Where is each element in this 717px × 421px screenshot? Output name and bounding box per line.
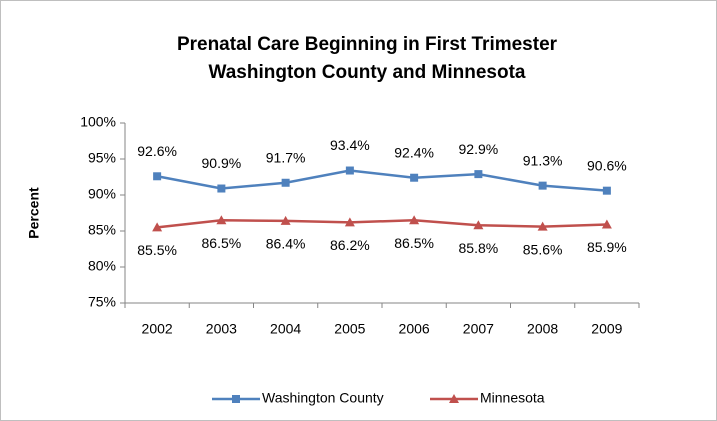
y-tick-label: 95%	[88, 150, 116, 166]
data-label: 92.9%	[459, 141, 499, 157]
data-label: 86.5%	[394, 235, 434, 251]
point	[473, 220, 484, 230]
y-tick-label: 80%	[88, 258, 116, 274]
y-tick-label: 90%	[88, 186, 116, 202]
data-label: 90.6%	[587, 157, 627, 173]
data-label: 86.5%	[202, 235, 242, 251]
legend-marker	[232, 395, 240, 403]
point	[152, 222, 163, 232]
chart-subtitle: Washington County and Minnesota	[209, 62, 526, 83]
point	[409, 215, 420, 225]
data-label: 85.6%	[523, 241, 563, 257]
point	[216, 215, 227, 225]
data-label: 93.4%	[330, 137, 370, 153]
point	[280, 215, 291, 225]
point	[602, 186, 611, 195]
y-tick-label: 100%	[80, 114, 116, 130]
data-label: 86.2%	[330, 237, 370, 253]
y-axis-label: Percent	[26, 187, 42, 239]
x-tick-label: 2002	[142, 321, 173, 337]
point	[217, 184, 226, 193]
y-tick-label: 85%	[88, 222, 116, 238]
point	[537, 221, 548, 231]
series-line	[156, 169, 607, 192]
data-label: 86.4%	[266, 236, 306, 252]
point	[153, 172, 162, 181]
x-tick-label: 2004	[270, 321, 301, 337]
data-label: 91.3%	[523, 152, 563, 168]
data-label: 91.7%	[266, 149, 306, 165]
legend-label: Washington County	[262, 390, 384, 406]
x-tick-label: 2008	[527, 321, 558, 337]
legend-label: Minnesota	[480, 390, 545, 406]
legend-marker	[449, 394, 459, 403]
point	[345, 166, 354, 175]
data-label: 85.5%	[137, 242, 177, 258]
series-line	[156, 218, 607, 229]
point	[538, 181, 547, 190]
x-tick-label: 2009	[591, 321, 622, 337]
point	[601, 219, 612, 229]
point	[281, 178, 290, 187]
x-tick-label: 2003	[206, 321, 237, 337]
data-label: 92.4%	[394, 144, 434, 160]
chart-title: Prenatal Care Beginning in First Trimest…	[177, 34, 558, 55]
point	[344, 217, 355, 227]
point	[410, 173, 419, 182]
data-label: 90.9%	[202, 155, 242, 171]
x-tick-label: 2005	[334, 321, 365, 337]
data-label: 85.9%	[587, 239, 627, 255]
y-tick-label: 75%	[88, 294, 116, 310]
point	[474, 170, 483, 179]
data-label: 92.6%	[137, 143, 177, 159]
x-tick-label: 2006	[399, 321, 430, 337]
x-tick-label: 2007	[463, 321, 494, 337]
data-label: 85.8%	[459, 240, 499, 256]
